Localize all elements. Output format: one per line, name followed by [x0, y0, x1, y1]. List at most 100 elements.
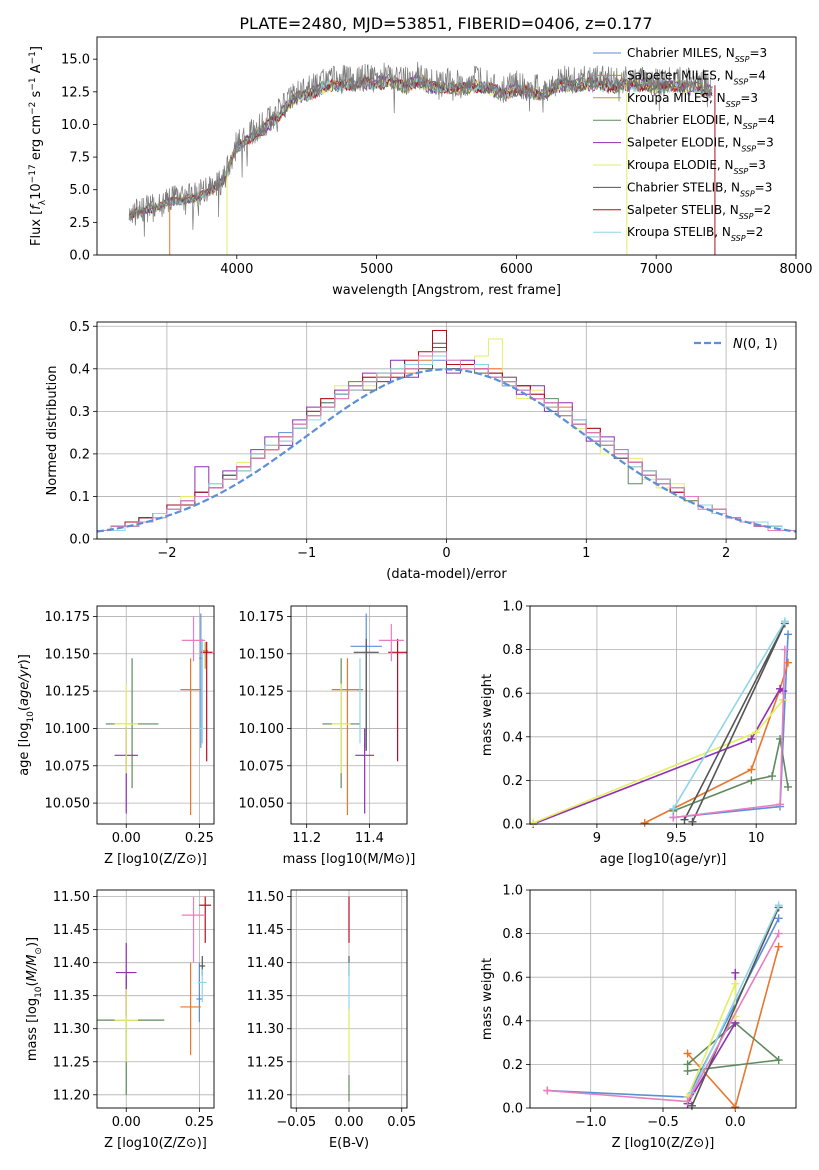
legend-text: =3 — [749, 46, 767, 60]
weight-marker — [774, 942, 783, 951]
legend-label: Chabrier MILES, NSSP=3 — [627, 46, 767, 64]
label-part: 10 — [34, 986, 44, 998]
x-tick-label: 9 — [593, 831, 601, 846]
legend-sub: SSP — [726, 99, 741, 108]
legend-sub: SSP — [734, 167, 749, 176]
model-line-chabrier-stelib — [128, 75, 713, 220]
x-axis-label: age [log10(age/yr)] — [600, 852, 727, 867]
weight-marker — [683, 1097, 692, 1106]
legend-text: Kroupa ELODIE, N — [627, 158, 734, 172]
legend-text: N — [733, 337, 743, 352]
x-tick-label: 0.05 — [387, 1115, 416, 1130]
y-tick-label: 10.125 — [239, 685, 285, 700]
x-tick-label: −0.05 — [276, 1115, 316, 1130]
y-tick-label: 11.25 — [53, 1055, 90, 1070]
legend-label: Salpeter ELODIE, NSSP=3 — [627, 136, 774, 154]
label-part: ( — [25, 981, 40, 986]
y-tick-label: 10.050 — [239, 797, 285, 812]
legend-sub: SSP — [731, 234, 746, 243]
y-tick-label: 10.150 — [45, 647, 91, 662]
model-line-salpeter-miles — [128, 75, 713, 220]
y-tick-label: 0.2 — [502, 1058, 523, 1073]
y-tick-label: 7.5 — [69, 151, 90, 166]
label-part: age [log — [17, 723, 32, 776]
weight-marker — [680, 815, 689, 824]
y-tick-label: 11.30 — [247, 1022, 284, 1037]
weight-marker — [768, 772, 777, 781]
legend-label: Chabrier STELIB, NSSP=3 — [627, 180, 772, 198]
label-part: λ — [38, 199, 48, 205]
y-axis-label: Normed distribution — [45, 366, 60, 496]
y-tick-label: 0.6 — [502, 971, 523, 986]
y-tick-label: 0.5 — [69, 320, 90, 335]
y-tick-label: 0.0 — [69, 533, 90, 548]
label-part: Flux [ — [29, 210, 44, 246]
y-tick-label: 0.4 — [69, 362, 90, 377]
panel-residuals: −2 −1 0 1 2 0.0 0.1 0.2 0.3 0.4 0.5 (data-model)/er… — [45, 320, 797, 582]
label-part: −17 — [28, 164, 38, 183]
weight-marker — [669, 804, 678, 813]
weight-marker — [774, 1056, 783, 1065]
weight-marker — [688, 817, 697, 826]
y-tick-label: 11.40 — [247, 956, 284, 971]
panel-age_vs_mass: 11.2 11.4 10.050 10.075 10.100 10.125 10.150 10… — [239, 605, 416, 867]
weight-marker — [731, 979, 740, 988]
weight-marker — [784, 782, 793, 791]
panel-weight_vs_Z: −1.0 −0.5 0.0 0.0 0.2 0.4 0.6 0.8 1.0 Z [log10(Z/… — [480, 884, 797, 1151]
y-tick-label: 0.8 — [502, 927, 523, 942]
legend-label: Kroupa MILES, NSSP=3 — [627, 91, 758, 109]
weight-marker — [780, 645, 789, 654]
figure-title: PLATE=2480, MJD=53851, FIBERID=0406, z=0… — [239, 14, 652, 33]
data-spectrum-line — [128, 61, 713, 237]
y-tick-label: 11.40 — [53, 956, 90, 971]
axes-frame — [96, 321, 797, 540]
weight-marker — [776, 800, 785, 809]
weight-marker — [543, 1086, 552, 1095]
y-tick-label: 11.50 — [53, 890, 90, 905]
model-line-kroupa-elodie — [128, 77, 713, 220]
weight-marker — [784, 630, 793, 639]
weight-marker — [731, 968, 740, 977]
weight-marker — [669, 813, 678, 822]
weight-marker — [683, 1049, 692, 1058]
x-axis-label: mass [log10(M/M⊙)] — [283, 852, 416, 867]
y-tick-label: 11.35 — [247, 989, 284, 1004]
legend-label: Kroupa STELIB, NSSP=2 — [627, 225, 763, 243]
x-tick-label: 2 — [722, 546, 730, 561]
x-axis-label: Z [log10(Z/Z⊙)] — [612, 1136, 715, 1151]
label-part: −1 — [28, 77, 38, 90]
legend-text: Chabrier MILES, N — [627, 46, 735, 60]
x-tick-label: 0.00 — [112, 1115, 141, 1130]
y-tick-label: 0.6 — [502, 687, 523, 702]
legend-sub: SSP — [739, 211, 754, 220]
y-tick-label: 0.8 — [502, 643, 523, 658]
x-tick-label: −1 — [297, 546, 316, 561]
legend-sub: SSP — [743, 122, 758, 131]
weight-marker — [752, 728, 761, 737]
weight-line-chabrier-elodie — [687, 1021, 781, 1072]
y-axis-label: mass [log10(M/M⊙)] — [25, 937, 44, 1061]
legend-text: Kroupa MILES, N — [627, 91, 726, 105]
weight-marker — [529, 818, 538, 827]
axes-frame — [96, 889, 215, 1109]
label-part: A — [29, 64, 44, 77]
legend-label: Kroupa ELODIE, NSSP=3 — [627, 158, 766, 176]
label-part: mass [log — [25, 998, 40, 1061]
x-tick-label: 0.25 — [185, 831, 214, 846]
y-tick-label: 11.20 — [247, 1088, 284, 1103]
x-tick-label: 11.4 — [355, 831, 384, 846]
weight-line-kroupa-stelib — [691, 904, 780, 1094]
y-tick-label: 0.0 — [69, 249, 90, 264]
y-axis-label: mass weight — [480, 958, 495, 1040]
x-tick-label: 0.0 — [725, 1115, 746, 1130]
x-axis-label: wavelength [Angstrom, rest frame] — [332, 283, 561, 298]
weight-marker — [747, 765, 756, 774]
legend-label: Salpeter STELIB, NSSP=2 — [627, 203, 771, 221]
x-tick-label: 10 — [748, 831, 765, 846]
label-part: ⊙ — [34, 947, 44, 955]
legend-text: Chabrier ELODIE, N — [627, 113, 743, 127]
axes-frame — [290, 605, 408, 825]
legend-text: (0, 1) — [743, 337, 778, 352]
legend-text: Kroupa STELIB, N — [627, 225, 731, 239]
